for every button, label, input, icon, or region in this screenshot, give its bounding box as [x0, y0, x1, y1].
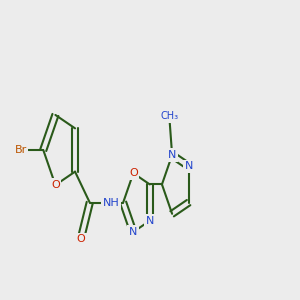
Text: N: N — [146, 216, 154, 226]
Text: O: O — [129, 168, 138, 178]
Text: N: N — [184, 161, 193, 171]
Text: O: O — [76, 234, 85, 244]
Text: N: N — [129, 227, 137, 237]
Text: CH₃: CH₃ — [160, 111, 178, 122]
Text: N: N — [168, 150, 176, 160]
Text: NH: NH — [103, 198, 119, 208]
Text: O: O — [51, 180, 60, 190]
Text: Br: Br — [14, 145, 27, 155]
